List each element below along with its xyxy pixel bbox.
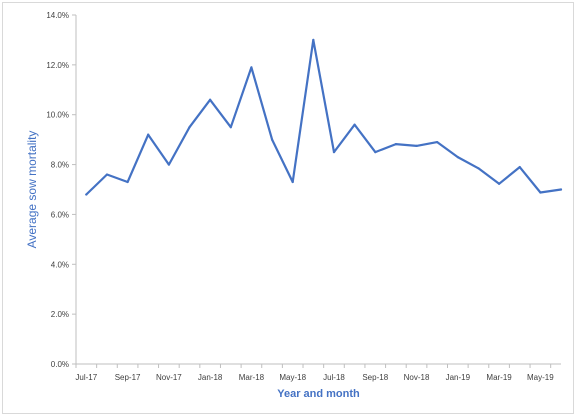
data-point bbox=[209, 98, 212, 101]
data-point bbox=[105, 173, 109, 176]
y-tick-label: 4.0% bbox=[51, 260, 69, 269]
data-point bbox=[559, 188, 563, 191]
x-tick-label: Jan-18 bbox=[198, 373, 223, 382]
data-point bbox=[353, 123, 356, 126]
data-point bbox=[85, 193, 88, 196]
y-tick-label: 10.0% bbox=[46, 111, 69, 120]
y-tick-label: 8.0% bbox=[51, 161, 69, 170]
y-axis-title: Average sow mortality bbox=[25, 131, 39, 249]
data-point bbox=[250, 66, 253, 69]
chart-frame bbox=[2, 2, 574, 414]
x-tick-label: Mar-18 bbox=[239, 373, 265, 382]
data-point bbox=[270, 138, 274, 141]
data-point bbox=[477, 167, 480, 170]
x-tick-label: Mar-19 bbox=[486, 373, 512, 382]
x-tick-label: Nov-18 bbox=[404, 373, 430, 382]
data-point bbox=[188, 126, 191, 129]
data-point bbox=[126, 180, 129, 184]
data-point bbox=[518, 165, 521, 169]
y-tick-label: 2.0% bbox=[51, 310, 69, 319]
x-axis-title: Year and month bbox=[277, 388, 360, 400]
data-point bbox=[415, 144, 418, 147]
x-axis-ticks: Jul-17 Sep-17 Nov-17 Jan-18 Mar-18 May-18 Jul-… bbox=[75, 364, 554, 382]
data-point bbox=[436, 141, 439, 144]
x-tick-label: Nov-17 bbox=[156, 373, 182, 382]
x-tick-label: May-19 bbox=[527, 373, 554, 382]
data-point bbox=[312, 38, 315, 42]
x-tick-label: Jul-18 bbox=[323, 373, 345, 382]
x-tick-label: Sep-17 bbox=[115, 373, 141, 382]
x-tick-label: Sep-18 bbox=[362, 373, 388, 382]
data-point bbox=[167, 163, 170, 166]
y-tick-label: 0.0% bbox=[51, 360, 69, 369]
y-tick-label: 12.0% bbox=[46, 61, 69, 70]
data-point bbox=[497, 182, 501, 185]
x-tick-label: Jan-19 bbox=[446, 373, 471, 382]
x-tick-label: Jul-17 bbox=[75, 373, 97, 382]
y-axis-ticks: 0.0% 2.0% 4.0% 6.0% 8.0% 10.0% 12.0% 14.0% bbox=[46, 11, 76, 369]
data-point bbox=[147, 133, 150, 136]
data-point bbox=[539, 191, 542, 194]
y-tick-label: 14.0% bbox=[46, 11, 69, 20]
data-point bbox=[456, 155, 459, 159]
data-point bbox=[394, 143, 397, 146]
data-point bbox=[374, 151, 377, 154]
x-tick-label: May-18 bbox=[279, 373, 306, 382]
data-point bbox=[229, 126, 232, 129]
data-point bbox=[332, 151, 336, 154]
data-point bbox=[291, 180, 294, 184]
y-tick-label: 6.0% bbox=[51, 210, 69, 219]
series-line bbox=[85, 38, 563, 196]
data-points bbox=[85, 38, 563, 196]
